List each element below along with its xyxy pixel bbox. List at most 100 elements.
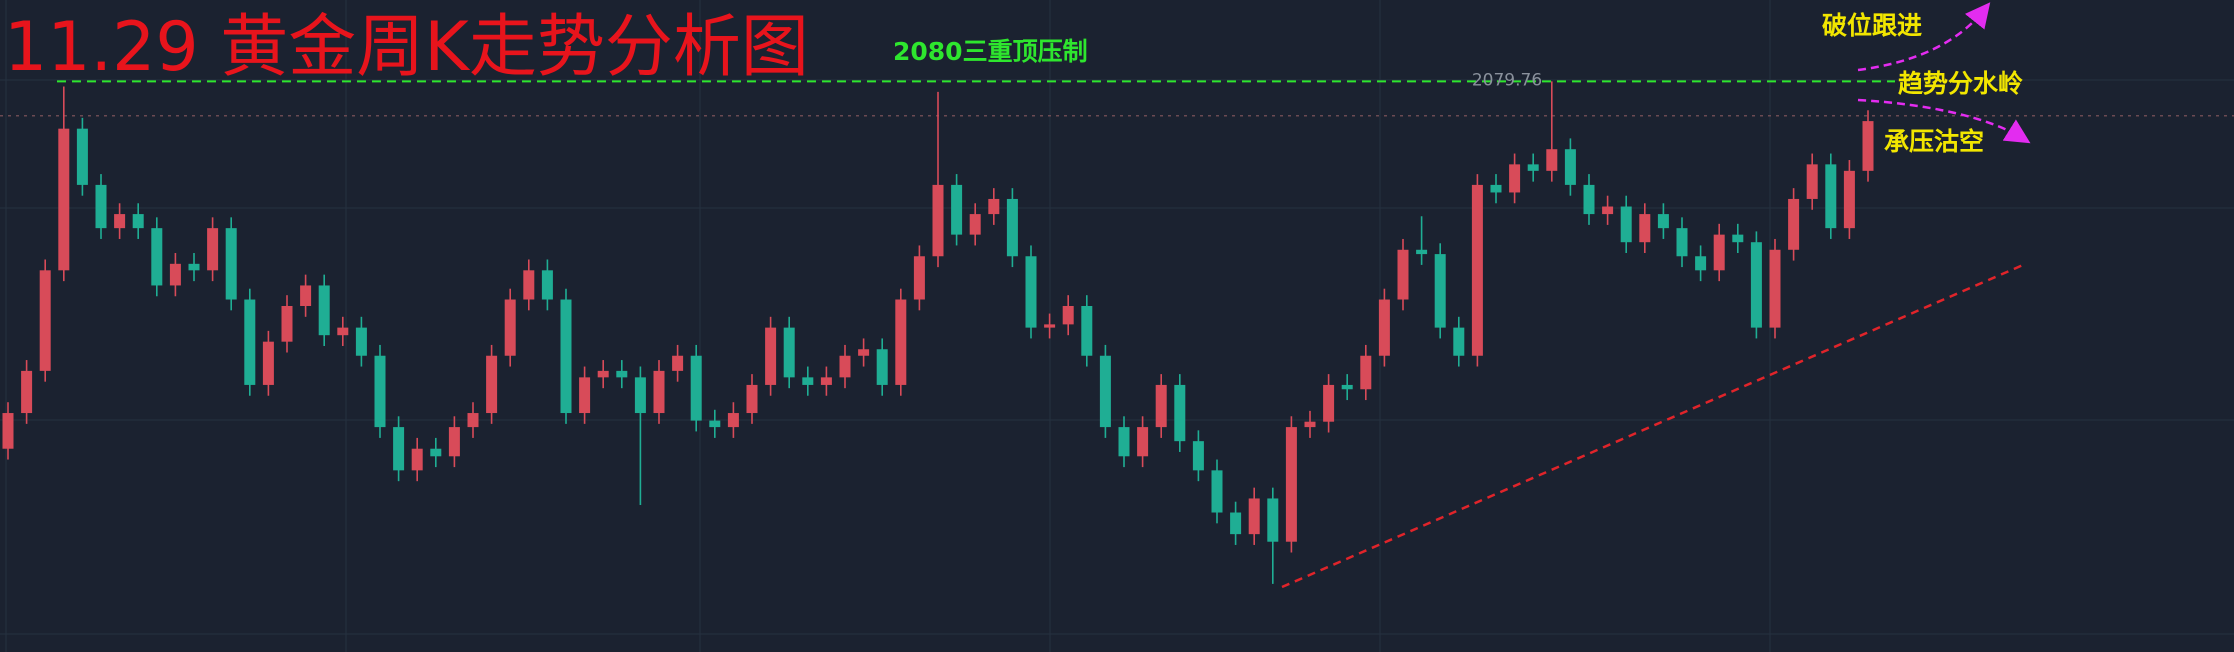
candle-body <box>988 198 1000 215</box>
candle-body <box>95 184 107 229</box>
candle-body <box>1304 421 1316 428</box>
candle-body <box>969 214 981 235</box>
candle-body <box>1769 249 1781 328</box>
candle-body <box>690 355 702 421</box>
candle-body <box>1099 355 1111 428</box>
candle-body <box>1025 256 1037 328</box>
candle-body <box>318 285 330 336</box>
candle-body <box>1843 170 1855 229</box>
candle-body <box>1230 512 1242 535</box>
candle-body <box>132 214 144 229</box>
candle-body <box>1490 184 1502 193</box>
candle-body <box>188 263 200 271</box>
candle-body <box>1341 384 1353 390</box>
candle-body <box>1657 214 1669 229</box>
candle-body <box>765 327 777 385</box>
candle-body <box>39 270 51 371</box>
arrow-up <box>1857 2 1991 72</box>
candle-body <box>1137 427 1149 457</box>
candle-body <box>1211 470 1223 513</box>
candle-body <box>76 128 88 185</box>
candle-body <box>727 413 739 428</box>
candle-body <box>1248 498 1260 535</box>
candle-body <box>355 327 367 356</box>
candle-body <box>244 299 256 385</box>
annotation: 2080三重顶压制 <box>893 37 1088 66</box>
candle-body <box>486 355 498 414</box>
candle-body <box>1267 498 1279 542</box>
candle-body <box>374 355 386 428</box>
candle-body <box>300 285 312 306</box>
candle-body <box>1174 384 1186 442</box>
candle-body <box>541 270 553 300</box>
candle-body <box>653 370 665 414</box>
candle-body <box>616 370 628 378</box>
candle-body <box>858 349 870 356</box>
candle-body <box>225 228 237 300</box>
candle-body <box>393 427 405 471</box>
candle-body <box>1527 164 1539 171</box>
candle-body <box>1825 164 1837 229</box>
candle-body <box>672 355 684 371</box>
candle-body <box>58 128 70 271</box>
candle-body <box>1081 305 1093 356</box>
candle-body <box>951 184 963 235</box>
candle-body <box>1118 427 1130 457</box>
candle-body <box>1695 256 1707 271</box>
candle-body <box>1360 355 1372 390</box>
candle-body <box>1806 164 1818 199</box>
candle-body <box>932 184 944 257</box>
candle-body <box>1732 234 1744 243</box>
chart-title: 11.29 黄金周K走势分析图 <box>4 8 809 87</box>
candle-body <box>1620 206 1632 243</box>
candle-body <box>802 377 814 385</box>
candle-body <box>1583 184 1595 215</box>
candle-body <box>876 349 888 385</box>
annotation: 趋势分水岭 <box>1898 69 2023 98</box>
annotation: 破位跟进 <box>1822 11 1922 40</box>
candle-body <box>1453 327 1465 356</box>
candle-body <box>411 448 423 471</box>
candle-body <box>1192 441 1204 471</box>
arrow-down <box>1857 98 2031 144</box>
candle-body <box>579 377 591 414</box>
candle-body <box>1750 242 1762 328</box>
candle-body <box>114 214 126 229</box>
candle-body <box>262 341 274 385</box>
candle-body <box>207 228 219 271</box>
candle-body <box>169 263 181 286</box>
candle-body <box>430 448 442 457</box>
candle-body <box>1676 228 1688 257</box>
candle-body <box>839 355 851 378</box>
candle-body <box>1509 164 1521 193</box>
candle-body <box>597 370 609 378</box>
candle-body <box>1713 234 1725 271</box>
candle-body <box>523 270 535 300</box>
candle-body <box>337 327 349 336</box>
candle-body <box>709 420 721 428</box>
candle-body <box>1285 427 1297 542</box>
candle-body <box>560 299 572 414</box>
candle-body <box>1564 149 1576 185</box>
candle-body <box>634 377 646 414</box>
candle-body <box>1155 384 1167 428</box>
candle-body <box>913 256 925 300</box>
candle-body <box>1044 324 1056 328</box>
candle-body <box>1062 305 1074 325</box>
candle-body <box>1397 249 1409 300</box>
candle-body <box>783 327 795 378</box>
trend-line <box>1281 263 2024 589</box>
candle-body <box>1788 198 1800 250</box>
candle-body <box>820 377 832 385</box>
candle-body <box>2 413 14 449</box>
candle-body <box>1862 121 1874 171</box>
candle-body <box>467 413 479 428</box>
candle-body <box>1434 254 1446 328</box>
candle-body <box>448 427 460 457</box>
candle-body <box>1546 149 1558 171</box>
candle-body <box>281 305 293 342</box>
candle-body <box>504 299 516 356</box>
candle-body <box>151 228 163 286</box>
